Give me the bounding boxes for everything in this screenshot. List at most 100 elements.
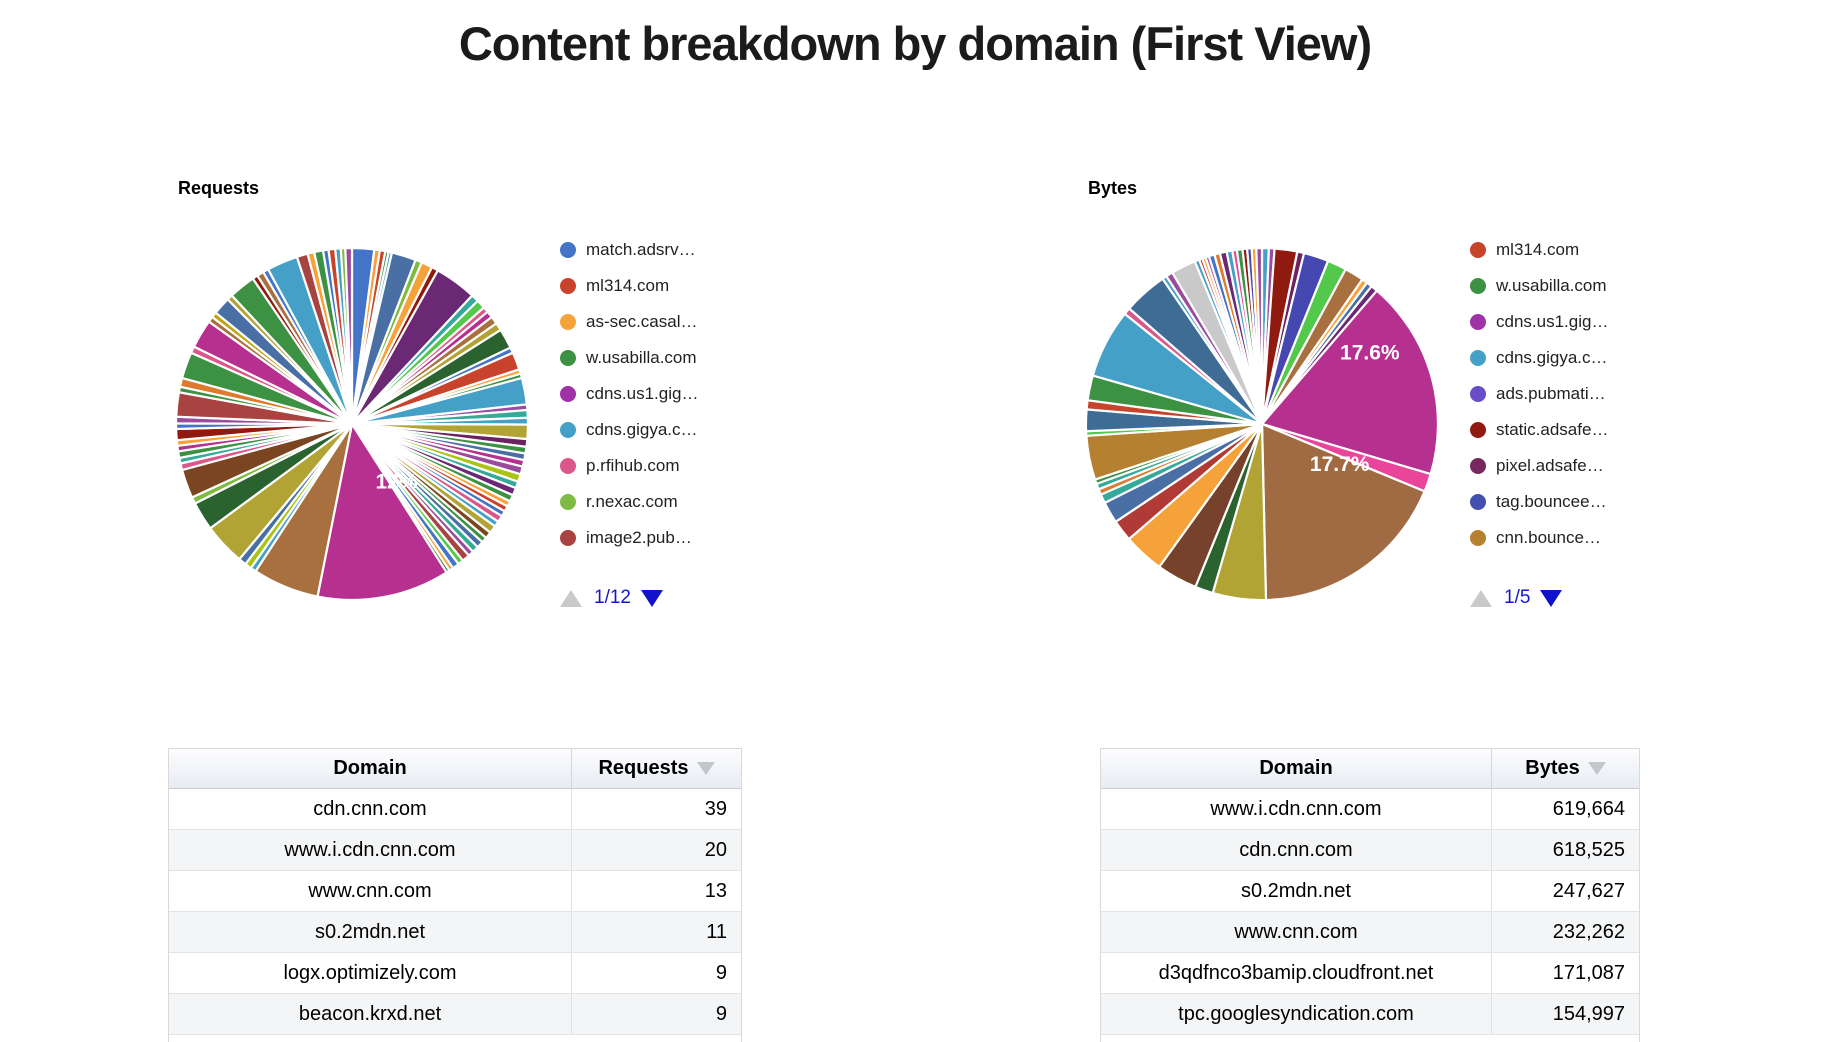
legend-label: as-sec.casal…	[586, 312, 698, 331]
legend-label: w.usabilla.com	[586, 348, 697, 367]
domain-cell: www.cnn.com	[1234, 920, 1358, 943]
table-row: www.i.cdn.cnn.com 619,664	[1101, 789, 1639, 830]
legend-label: ads.pubmati…	[1496, 384, 1606, 403]
bytes-chart-title: Bytes	[1088, 178, 1138, 198]
legend-bullet-icon	[560, 242, 576, 258]
legend-bullet-icon	[1470, 530, 1486, 546]
legend-bullet-icon	[560, 458, 576, 474]
legend-label: w.usabilla.com	[1496, 276, 1607, 295]
pie-percent-label: 12%	[375, 471, 417, 494]
legend-label: ml314.com	[586, 276, 670, 295]
legend-item[interactable]: p.rfihub.com	[560, 448, 698, 484]
legend-item[interactable]: cdns.gigya.c…	[560, 412, 698, 448]
legend-item[interactable]: cnn.bounce…	[1470, 520, 1608, 556]
pie-slice[interactable]	[1260, 289, 1440, 476]
bytes-table: Domain Bytes www.i.cdn.cnn.com 619,664 cdn.c…	[1100, 748, 1640, 1042]
table-header-row: Domain Requests	[169, 749, 741, 789]
legend-item[interactable]: cdns.gigya.c…	[1470, 340, 1608, 376]
value-cell: 9	[571, 953, 741, 993]
pie-slice[interactable]	[344, 246, 354, 425]
domain-cell: logx.optimizely.com	[283, 961, 457, 984]
column-header-bytes[interactable]: Bytes	[1491, 749, 1639, 788]
pie-slice[interactable]	[1255, 246, 1264, 425]
domain-cell: www.cnn.com	[308, 879, 432, 902]
legend-item[interactable]: as-sec.casal…	[560, 304, 698, 340]
column-header-label: Domain	[1259, 757, 1333, 779]
legend-page-up-icon	[560, 589, 582, 607]
legend-page-indicator: 1/12	[594, 587, 631, 608]
legend-item[interactable]: static.adsafe…	[1470, 412, 1608, 448]
table-row: s0.2mdn.net 11	[169, 912, 741, 953]
table-row: cdn.cnn.com 39	[169, 789, 741, 830]
table-row: s0.2mdn.net 247,627	[1101, 871, 1639, 912]
legend-item[interactable]: r.nexac.com	[560, 484, 698, 520]
legend-item[interactable]: ads.pubmati…	[1470, 376, 1608, 412]
legend-label: ml314.com	[1496, 240, 1580, 259]
legend-bullet-icon	[1470, 386, 1486, 402]
requests-table: Domain Requests cdn.cnn.com 39 www.i.cdn.cnn…	[168, 748, 742, 1042]
requests-chart-title: Requests	[178, 178, 260, 198]
requests-legend: match.adsrv… ml314.com as-sec.casal… w.usab…	[560, 232, 698, 556]
legend-label: cdns.us1.gig…	[586, 384, 699, 403]
table-row: beacon.krxd.net 9	[169, 994, 741, 1035]
legend-item[interactable]: cdns.us1.gig…	[560, 376, 698, 412]
legend-bullet-icon	[560, 314, 576, 330]
pie-slice[interactable]	[1260, 422, 1427, 602]
legend-item[interactable]: pixel.adsafe…	[1470, 448, 1608, 484]
legend-page-up-icon	[1470, 589, 1492, 607]
legend-item[interactable]: image2.pub…	[560, 520, 698, 556]
value-cell: 11	[571, 912, 741, 952]
column-header-domain[interactable]: Domain	[169, 749, 571, 788]
table-row-clipped	[1101, 1035, 1639, 1042]
legend-bullet-icon	[560, 494, 576, 510]
value-cell: 39	[571, 789, 741, 829]
page-title: Content breakdown by domain (First View)	[458, 17, 1372, 70]
column-header-domain[interactable]: Domain	[1101, 749, 1491, 788]
bytes-pie-chart[interactable]: 17.6% 17.7%	[1070, 232, 1454, 616]
legend-page-down-icon[interactable]	[1540, 589, 1563, 607]
table-row: www.i.cdn.cnn.com 20	[169, 830, 741, 871]
requests-legend-pager: 1/12	[560, 584, 663, 612]
sort-desc-icon	[696, 762, 715, 775]
legend-bullet-icon	[560, 386, 576, 402]
legend-item[interactable]: w.usabilla.com	[560, 340, 698, 376]
pie-slice[interactable]	[316, 421, 449, 602]
legend-bullet-icon	[560, 422, 576, 438]
legend-bullet-icon	[560, 278, 576, 294]
legend-label: cdns.gigya.c…	[586, 420, 698, 439]
legend-item[interactable]: match.adsrv…	[560, 232, 698, 268]
legend-label: cdns.us1.gig…	[1496, 312, 1609, 331]
legend-label: pixel.adsafe…	[1496, 456, 1604, 475]
legend-bullet-icon	[1470, 314, 1486, 330]
value-cell: 247,627	[1491, 871, 1639, 911]
legend-item[interactable]: tag.bouncee…	[1470, 484, 1608, 520]
legend-page-down-icon[interactable]	[640, 589, 663, 607]
domain-cell: s0.2mdn.net	[314, 920, 426, 943]
legend-label: image2.pub…	[586, 528, 692, 547]
legend-bullet-icon	[560, 350, 576, 366]
sort-desc-icon	[1587, 762, 1606, 775]
legend-bullet-icon	[1470, 350, 1486, 366]
domain-cell: www.i.cdn.cnn.com	[1210, 797, 1382, 820]
bytes-legend-pager: 1/5	[1470, 584, 1563, 612]
legend-bullet-icon	[1470, 278, 1486, 294]
legend-item[interactable]: w.usabilla.com	[1470, 268, 1608, 304]
domain-cell: tpc.googlesyndication.com	[1178, 1002, 1414, 1025]
legend-bullet-icon	[1470, 494, 1486, 510]
domain-cell: d3qdfnco3bamip.cloudfront.net	[1158, 961, 1434, 984]
legend-item[interactable]: cdns.us1.gig…	[1470, 304, 1608, 340]
value-cell: 171,087	[1491, 953, 1639, 993]
legend-item[interactable]: ml314.com	[560, 268, 698, 304]
legend-page-indicator: 1/5	[1504, 587, 1531, 608]
legend-label: r.nexac.com	[586, 492, 678, 511]
column-header-label: Requests	[598, 757, 689, 779]
value-cell: 232,262	[1491, 912, 1639, 952]
domain-cell: cdn.cnn.com	[1239, 838, 1353, 861]
column-header-requests[interactable]: Requests	[571, 749, 741, 788]
requests-pie-chart[interactable]: 12%	[160, 232, 544, 616]
column-header-label: Domain	[333, 757, 407, 779]
legend-item[interactable]: ml314.com	[1470, 232, 1608, 268]
legend-bullet-icon	[560, 530, 576, 546]
legend-bullet-icon	[1470, 458, 1486, 474]
